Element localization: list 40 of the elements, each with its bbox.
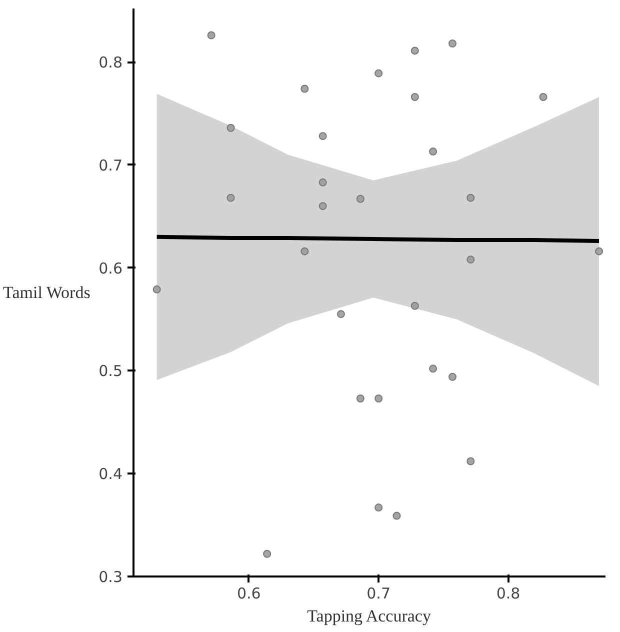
point xyxy=(318,202,327,210)
y-tick-label: 0.5 xyxy=(98,362,123,380)
point xyxy=(356,394,364,402)
point xyxy=(448,39,456,48)
y-axis-title: Tamil Words xyxy=(3,283,90,302)
point xyxy=(207,31,216,40)
point xyxy=(374,69,383,78)
point xyxy=(392,512,401,520)
point xyxy=(410,302,419,310)
point xyxy=(356,194,364,203)
point xyxy=(448,372,456,381)
point xyxy=(410,93,419,101)
point xyxy=(226,124,235,132)
y-tick-label: 0.7 xyxy=(98,156,123,174)
point xyxy=(318,132,327,140)
point xyxy=(595,247,604,256)
point xyxy=(318,178,327,186)
point xyxy=(226,194,235,202)
point xyxy=(374,394,383,402)
point xyxy=(539,93,548,101)
point xyxy=(300,84,309,93)
x-tick-label: 0.8 xyxy=(496,584,520,602)
y-tick-label: 0.8 xyxy=(98,54,123,72)
point xyxy=(263,550,272,558)
point xyxy=(374,504,383,512)
x-tick-label: 0.6 xyxy=(236,584,261,602)
point xyxy=(429,148,438,156)
x-axis-title: Tapping Accuracy xyxy=(307,606,432,626)
point xyxy=(336,310,345,318)
point xyxy=(410,46,419,55)
point xyxy=(429,364,438,373)
point xyxy=(466,194,475,202)
point xyxy=(152,285,161,294)
y-tick-label: 0.6 xyxy=(98,259,123,278)
point xyxy=(466,457,475,466)
y-tick-label: 0.4 xyxy=(98,465,123,484)
y-tick-label: 0.3 xyxy=(98,568,123,586)
x-tick-label: 0.7 xyxy=(366,584,391,602)
point xyxy=(466,256,475,264)
point xyxy=(300,247,309,256)
